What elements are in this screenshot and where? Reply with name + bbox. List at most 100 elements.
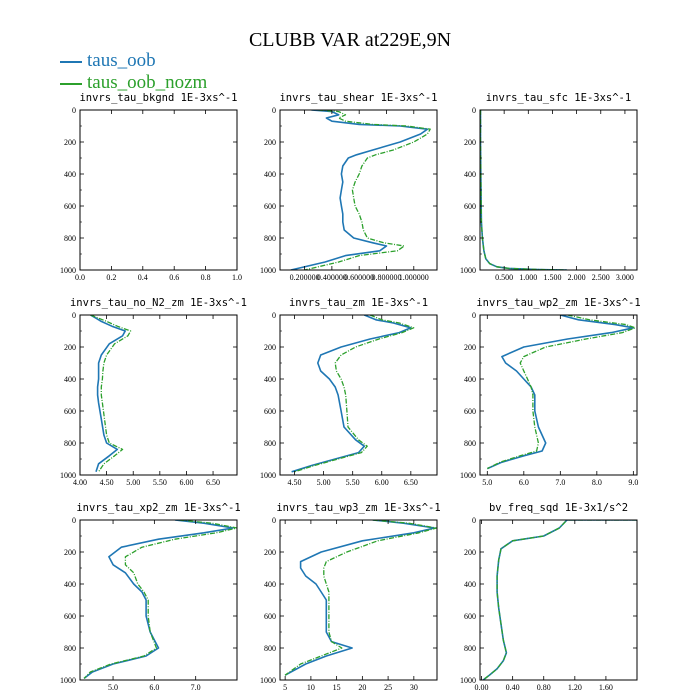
series-line-taus-oob-nozm bbox=[83, 520, 237, 679]
x-tick-label: 0.00 bbox=[475, 683, 489, 692]
y-tick-label: 600 bbox=[64, 202, 76, 211]
x-tick-label: 6.50 bbox=[206, 478, 220, 487]
y-tick-label: 1000 bbox=[60, 266, 76, 275]
x-tick-label: 6.0 bbox=[519, 478, 529, 487]
y-tick-label: 400 bbox=[264, 580, 276, 589]
x-tick-label: 20 bbox=[358, 683, 366, 692]
y-tick-label: 200 bbox=[64, 548, 76, 557]
panel-invrs-tau-no-n2-zm: invrs_tau_no_N2_zm 1E-3xs^-1 0 200 400 600 80… bbox=[60, 297, 247, 487]
y-tick-label: 400 bbox=[64, 580, 76, 589]
x-tick-label: 15 bbox=[333, 683, 341, 692]
x-tick-label: 7.0 bbox=[191, 683, 201, 692]
y-tick-label: 1000 bbox=[460, 676, 476, 685]
y-tick-label: 0 bbox=[72, 106, 76, 115]
series-line-taus-oob-nozm bbox=[482, 520, 637, 680]
figure-title: CLUBB VAR at229E,9N bbox=[248, 29, 452, 51]
series-line-taus-oob-nozm bbox=[304, 110, 431, 270]
panel-invrs-tau-bkgnd: invrs_tau_bkgnd 1E-3xs^-10 200 400 600 800 10… bbox=[60, 92, 242, 282]
y-tick-label: 800 bbox=[64, 234, 76, 243]
series-line-taus-oob bbox=[90, 315, 126, 473]
x-tick-label: 0.800000 bbox=[371, 273, 401, 282]
series-line-taus-oob bbox=[482, 520, 637, 680]
y-tick-label: 0 bbox=[272, 516, 276, 525]
y-tick-label: 0 bbox=[72, 516, 76, 525]
x-tick-label: 8.0 bbox=[592, 478, 602, 487]
y-tick-label: 0 bbox=[472, 311, 476, 320]
panel-invrs-tau-xp2-zm: invrs_tau_xp2_zm 1E-3xs^-10 200 400 600 800 1… bbox=[60, 502, 241, 692]
y-tick-label: 800 bbox=[464, 439, 476, 448]
y-tick-label: 600 bbox=[64, 407, 76, 416]
x-tick-label: 5.50 bbox=[346, 478, 360, 487]
x-tick-label: 6.00 bbox=[375, 478, 389, 487]
series-line-taus-oob-nozm bbox=[480, 110, 568, 270]
x-tick-label: 0.40 bbox=[506, 683, 520, 692]
x-tick-label: 2.500 bbox=[592, 273, 610, 282]
panel-invrs-tau-wp3-zm: invrs_tau_wp3_zm 1E-3xs^-10 200 400 600 800 1… bbox=[260, 502, 441, 692]
y-tick-label: 600 bbox=[464, 407, 476, 416]
legend-line-taus-oob bbox=[60, 61, 82, 63]
x-tick-label: 25 bbox=[384, 683, 392, 692]
panel-title: invrs_tau_shear 1E-3xs^-1 bbox=[279, 92, 437, 104]
panel-bv-freq-sqd: bv_freq_sqd 1E-3x1/s^2020040060080010000… bbox=[460, 502, 638, 692]
x-tick-label: 0.2 bbox=[106, 273, 116, 282]
x-tick-label: 1.500 bbox=[543, 273, 561, 282]
panel-frame bbox=[79, 519, 238, 681]
y-tick-label: 600 bbox=[64, 612, 76, 621]
x-tick-label: 6.0 bbox=[149, 683, 159, 692]
x-tick-label: 4.50 bbox=[100, 478, 114, 487]
x-tick-label: 0.200000 bbox=[290, 273, 320, 282]
x-tick-label: 0.400000 bbox=[317, 273, 347, 282]
x-tick-label: 1.20 bbox=[568, 683, 582, 692]
x-tick-label: 5.50 bbox=[153, 478, 167, 487]
x-tick-label: 5 bbox=[283, 683, 287, 692]
panel-frame bbox=[279, 519, 438, 681]
y-tick-label: 1000 bbox=[260, 676, 276, 685]
y-tick-label: 400 bbox=[264, 375, 276, 384]
panel-frame bbox=[479, 109, 638, 271]
x-tick-label: 4.50 bbox=[288, 478, 302, 487]
x-tick-label: 3.000 bbox=[616, 273, 634, 282]
x-tick-label: 30 bbox=[410, 683, 418, 692]
y-tick-label: 800 bbox=[264, 644, 276, 653]
y-tick-label: 1000 bbox=[460, 471, 476, 480]
panel-frame bbox=[479, 519, 638, 681]
y-tick-label: 200 bbox=[64, 343, 76, 352]
y-tick-label: 800 bbox=[264, 234, 276, 243]
y-tick-label: 0 bbox=[72, 311, 76, 320]
y-tick-label: 400 bbox=[64, 375, 76, 384]
y-tick-label: 800 bbox=[464, 234, 476, 243]
y-tick-label: 800 bbox=[264, 439, 276, 448]
panel-title: invrs_tau_wp2_zm 1E-3xs^-1 bbox=[476, 297, 640, 309]
x-tick-label: 0.80 bbox=[537, 683, 551, 692]
y-tick-label: 200 bbox=[464, 548, 476, 557]
panel-frame bbox=[279, 314, 438, 476]
series-line-taus-oob bbox=[291, 315, 412, 473]
panel-title: invrs_tau_sfc 1E-3xs^-1 bbox=[486, 92, 631, 104]
x-tick-label: 1.60 bbox=[599, 683, 613, 692]
panel-frame bbox=[79, 314, 238, 476]
panel-title: invrs_tau_zm 1E-3xs^-1 bbox=[289, 297, 428, 309]
y-tick-label: 400 bbox=[464, 580, 476, 589]
y-tick-label: 800 bbox=[64, 644, 76, 653]
y-tick-label: 200 bbox=[264, 343, 276, 352]
y-tick-label: 600 bbox=[264, 612, 276, 621]
x-tick-label: 0.6 bbox=[169, 273, 179, 282]
panel-title: invrs_tau_no_N2_zm 1E-3xs^-1 bbox=[70, 297, 247, 309]
x-tick-label: 6.00 bbox=[179, 478, 193, 487]
y-tick-label: 600 bbox=[464, 202, 476, 211]
panel-invrs-tau-zm: invrs_tau_zm 1E-3xs^-1 0 200 400 600 800 1000 4… bbox=[260, 297, 438, 487]
y-tick-label: 1000 bbox=[260, 266, 276, 275]
y-tick-label: 400 bbox=[264, 170, 276, 179]
panel-title: bv_freq_sqd 1E-3x1/s^2 bbox=[489, 502, 628, 514]
x-tick-label: 0.600000 bbox=[344, 273, 374, 282]
x-tick-label: 0.8 bbox=[201, 273, 211, 282]
x-tick-label: 5.0 bbox=[108, 683, 118, 692]
y-tick-label: 600 bbox=[264, 407, 276, 416]
panel-frame bbox=[479, 314, 638, 476]
y-tick-label: 200 bbox=[64, 138, 76, 147]
panel-frame bbox=[79, 109, 238, 271]
y-tick-label: 200 bbox=[264, 548, 276, 557]
x-tick-label: 1.000 bbox=[519, 273, 537, 282]
series-line-taus-oob-nozm bbox=[284, 520, 437, 676]
x-tick-label: 5.00 bbox=[126, 478, 140, 487]
